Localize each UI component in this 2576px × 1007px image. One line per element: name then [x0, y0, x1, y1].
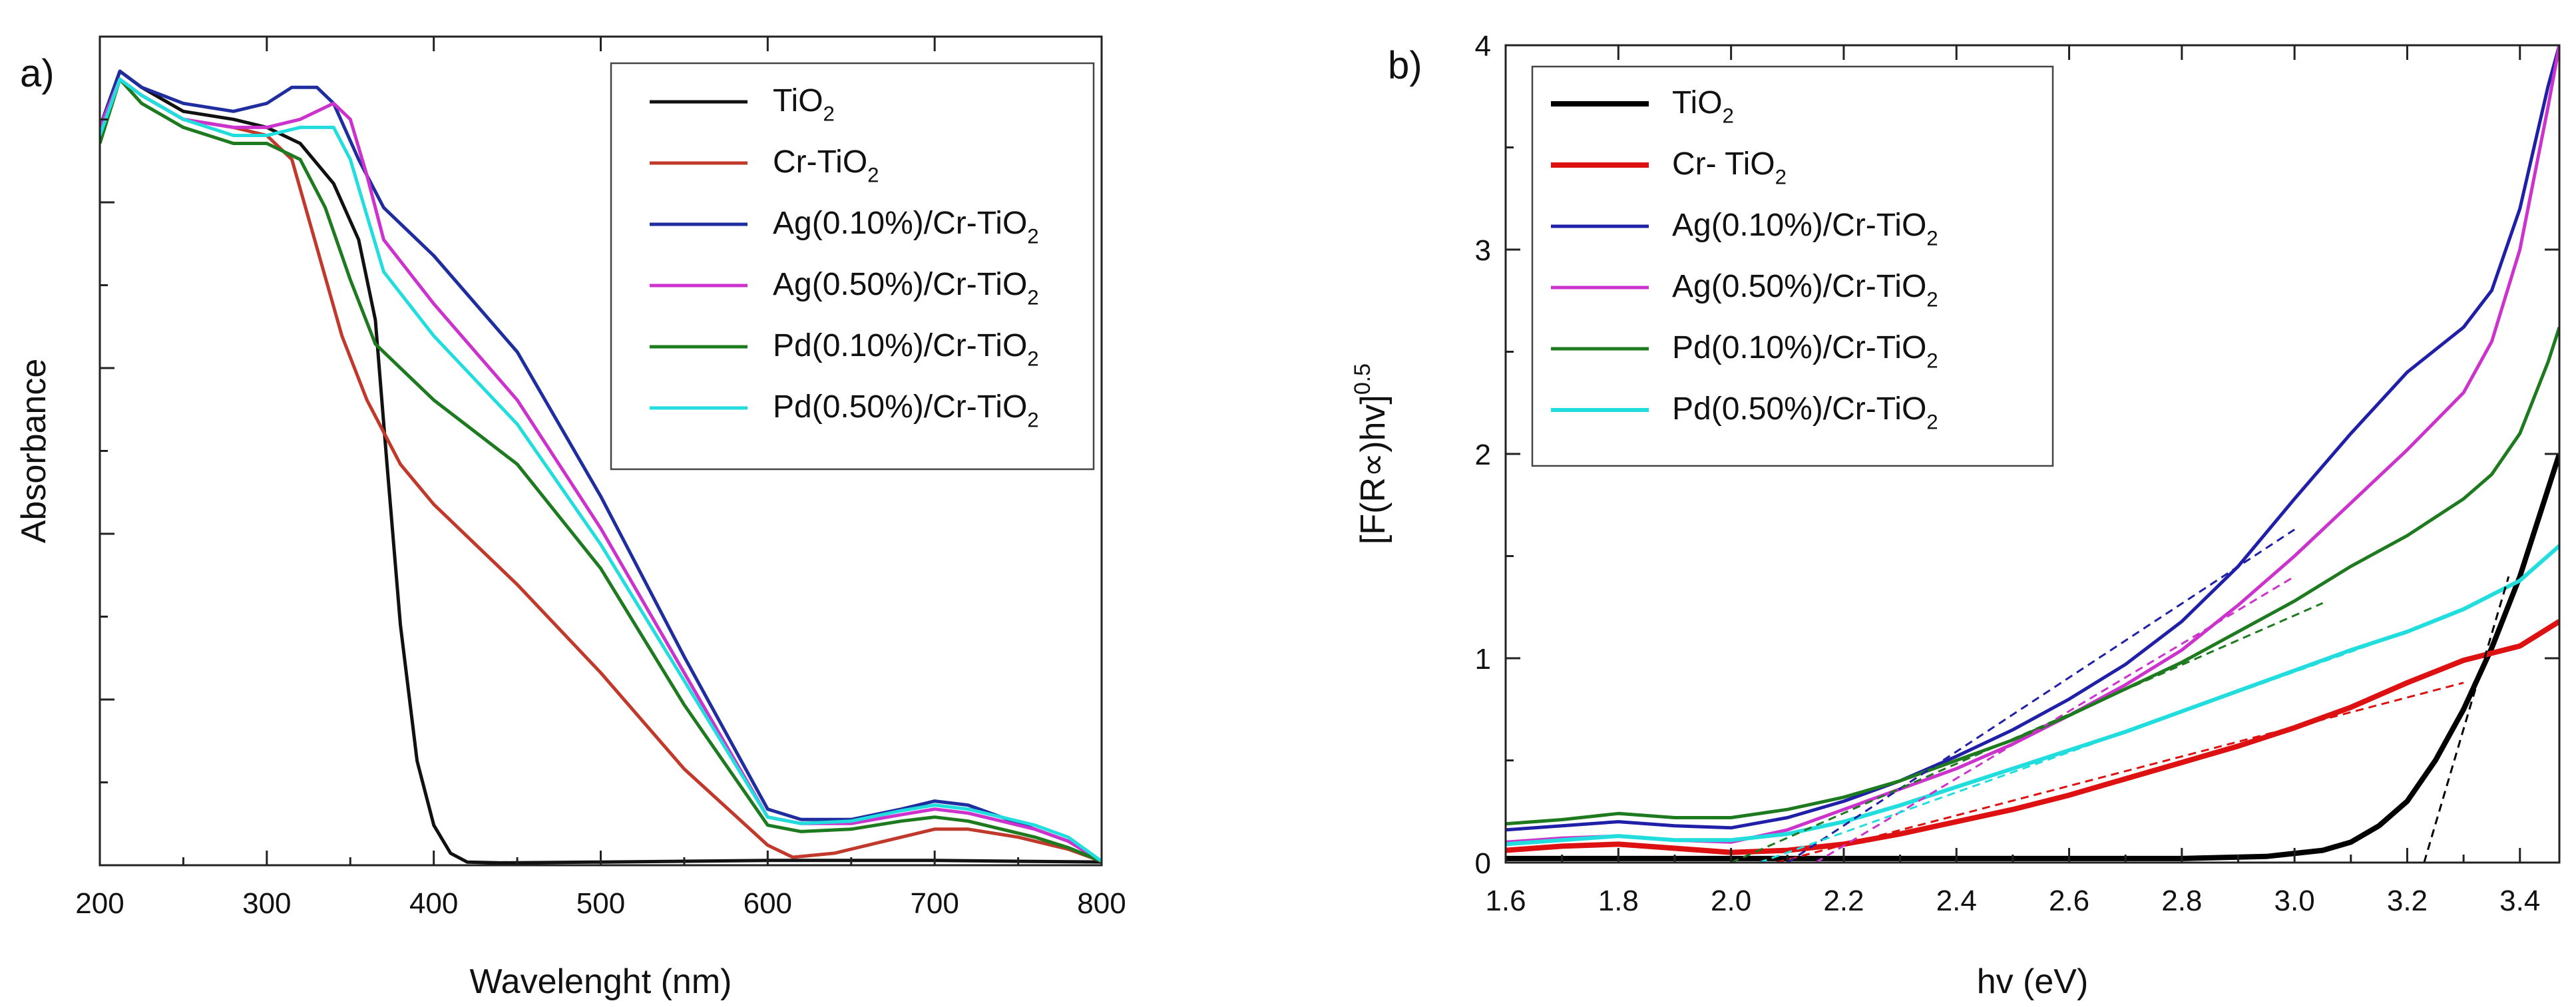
- series-line-0: [1506, 453, 2559, 861]
- legend-label-0: TiO2: [773, 83, 835, 125]
- legend-label-3: Ag(0.50%)/Cr-TiO2: [773, 267, 1039, 309]
- y-axis-label: Absorbance: [15, 359, 53, 544]
- panel-b: b) 1.6 1.8 2.0 2.2 2.4 2.6 2.8 3.0 3.2 3.4 0 1 2 3 4 hv…: [1350, 30, 2561, 1001]
- panel-a-label: a): [20, 52, 55, 95]
- x-tick-label: 2.6: [2049, 885, 2089, 917]
- x-tick-label: 200: [75, 887, 124, 920]
- x-tick-label: 1.6: [1485, 885, 1526, 917]
- series-line-3: [100, 77, 1102, 863]
- x-tick-label: 400: [409, 887, 458, 920]
- x-tick-label: 3.2: [2387, 885, 2428, 917]
- x-tick-label: 2.2: [1823, 885, 1864, 917]
- x-tick-label: 1.8: [1598, 885, 1639, 917]
- x-tick-label: 3.4: [2499, 885, 2540, 917]
- x-tick-label: 500: [576, 887, 625, 920]
- x-axis-label: hv (eV): [1977, 962, 2089, 1001]
- legend-label-2: Ag(0.10%)/Cr-TiO2: [1672, 208, 1938, 250]
- tangent-line-5: [1759, 630, 2408, 863]
- legend: TiO2 Cr-TiO2 Ag(0.10%)/Cr-TiO2 Ag(0.50%)/Cr…: [610, 62, 1095, 471]
- legend-label-0: TiO2: [1672, 85, 1734, 127]
- panel-a: a) 200 300 400 500 600 700 800 Wavelenght (nm) A…: [15, 35, 1126, 1001]
- legend-label-3: Ag(0.50%)/Cr-TiO2: [1672, 269, 1938, 311]
- x-tick-label: 700: [910, 887, 959, 920]
- x-tick-label: 2.0: [1711, 885, 1751, 917]
- y-tick-label: 0: [1475, 847, 1491, 880]
- x-tick-label: 2.8: [2161, 885, 2202, 917]
- legend-label-1: Cr- TiO2: [1672, 146, 1787, 188]
- x-axis-label: Wavelenght (nm): [470, 962, 732, 1001]
- legend-label-5: Pd(0.50%)/Cr-TiO2: [773, 389, 1039, 431]
- series-line-5: [100, 77, 1102, 863]
- series-line-2: [100, 69, 1102, 863]
- series-line-2: [1506, 45, 2559, 832]
- series-line-4: [100, 77, 1102, 863]
- panel-b-label: b): [1388, 44, 1422, 87]
- tangent-line-2: [1787, 528, 2295, 863]
- y-tick-label: 1: [1475, 643, 1491, 676]
- y-tick-label: 3: [1475, 234, 1491, 267]
- legend-label-4: Pd(0.10%)/Cr-TiO2: [1672, 330, 1938, 372]
- legend-box: [1531, 65, 2054, 467]
- legend-label-1: Cr-TiO2: [773, 144, 879, 186]
- series-line-5: [1506, 544, 2559, 847]
- x-tick-label: 3.0: [2274, 885, 2315, 917]
- y-tick-label: 4: [1475, 30, 1491, 63]
- y-tick-label: 2: [1475, 439, 1491, 471]
- legend-label-4: Pd(0.10%)/Cr-TiO2: [773, 328, 1039, 370]
- tangent-line-4: [1730, 602, 2324, 863]
- legend-box: [610, 62, 1095, 471]
- x-tick-label: 300: [242, 887, 291, 920]
- series-line-1: [1506, 619, 2559, 855]
- legend-label-5: Pd(0.50%)/Cr-TiO2: [1672, 391, 1938, 433]
- x-tick-label: 800: [1077, 887, 1126, 920]
- legend: TiO2 Cr- TiO2 Ag(0.10%)/Cr-TiO2 Ag(0.50%)/C…: [1531, 65, 2054, 467]
- x-tick-label: 2.4: [1936, 885, 1977, 917]
- tangent-line-0: [2423, 576, 2510, 863]
- series-line-0: [100, 69, 1102, 865]
- y-axis-label: [F(R∝)hv]0.5: [1350, 363, 1393, 544]
- legend-label-2: Ag(0.10%)/Cr-TiO2: [773, 206, 1039, 248]
- tangent-line-1: [1775, 682, 2464, 863]
- x-tick-label: 600: [744, 887, 792, 920]
